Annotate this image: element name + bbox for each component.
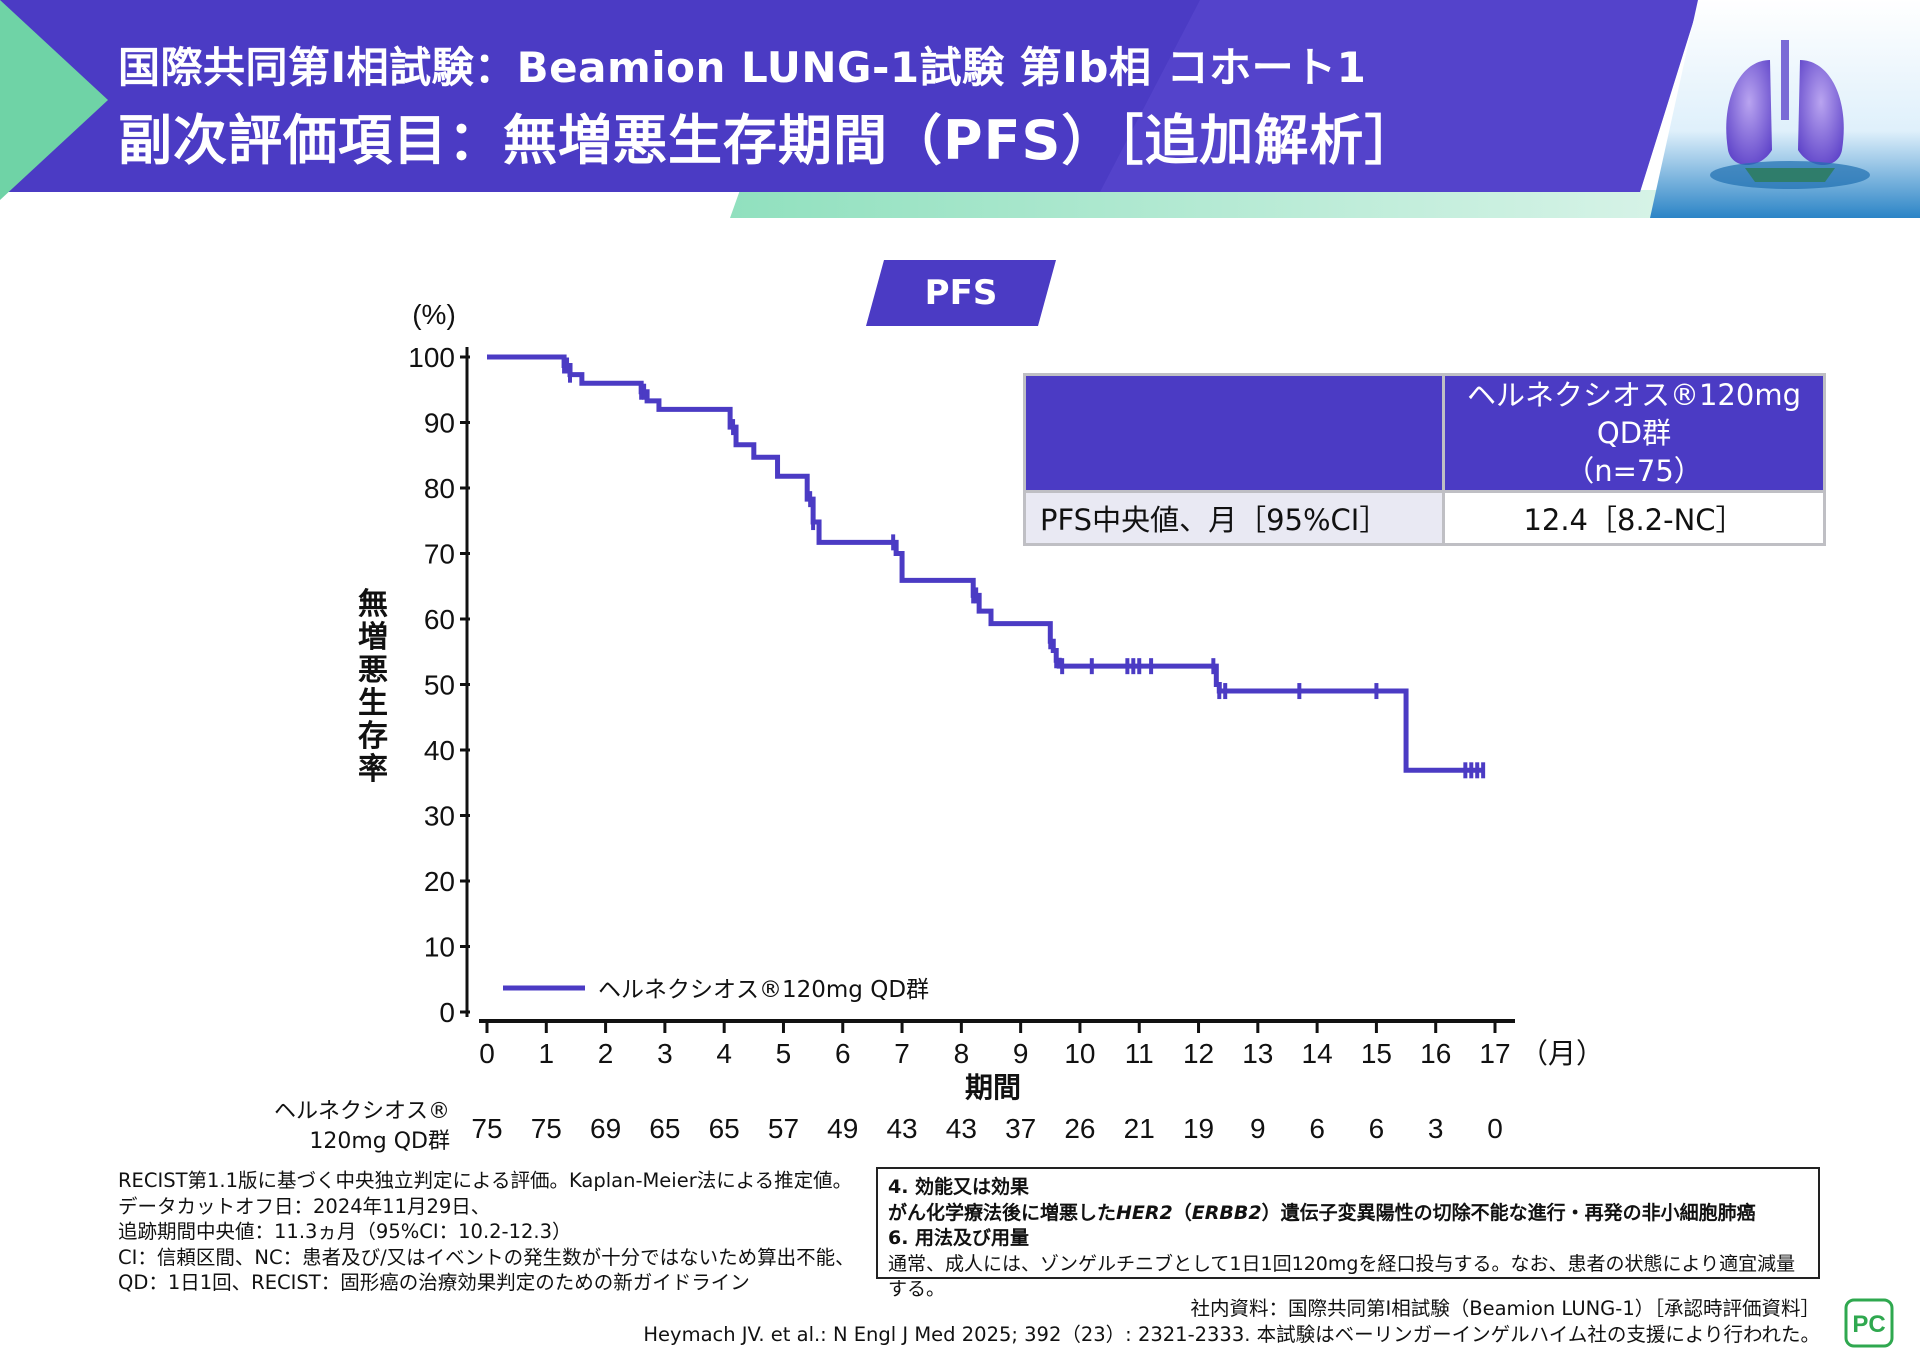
y-axis-title-char: 増 — [358, 620, 388, 655]
x-tick-label: 17 — [1479, 1038, 1510, 1069]
legend-label: ヘルネクシオス®120mg QD群 — [598, 977, 929, 1003]
indication-text-1-pre: がん化学療法後に増悪した — [888, 1201, 1117, 1224]
x-tick-label: 3 — [657, 1038, 673, 1069]
x-tick-label: 16 — [1420, 1038, 1451, 1069]
risk-count: 21 — [1124, 1113, 1155, 1144]
x-tick-label: 13 — [1242, 1038, 1273, 1069]
header-band — [0, 0, 1920, 218]
x-tick-label: 0 — [479, 1038, 495, 1069]
risk-count: 3 — [1428, 1113, 1444, 1144]
indication-text-2: 通常、成人には、ゾンゲルチニブとして1日1回120mgを経口投与する。なお、患者… — [888, 1252, 1796, 1301]
legend: ヘルネクシオス®120mg QD群 — [503, 977, 929, 1003]
risk-count: 49 — [827, 1113, 858, 1144]
pc-logo-icon: PC — [1844, 1298, 1894, 1348]
risk-count: 9 — [1250, 1113, 1266, 1144]
x-tick-label: 12 — [1183, 1038, 1214, 1069]
indication-heading-2: 6. 用法及び用量 — [888, 1227, 1030, 1249]
x-tick-label: 6 — [835, 1038, 851, 1069]
y-tick-label: 30 — [424, 801, 455, 832]
x-tick-label: 9 — [1013, 1038, 1029, 1069]
x-tick-label: 8 — [954, 1038, 970, 1069]
y-tick-label: 100 — [408, 342, 455, 373]
x-unit-label: （月） — [1520, 1037, 1604, 1070]
y-axis-title-char: 存 — [358, 719, 388, 754]
risk-count: 69 — [590, 1113, 621, 1144]
risk-count: 75 — [471, 1113, 502, 1144]
x-tick-label: 11 — [1125, 1038, 1154, 1069]
x-tick-label: 10 — [1064, 1038, 1095, 1069]
risk-count: 0 — [1487, 1113, 1503, 1144]
pfs-badge-label: PFS — [924, 273, 998, 313]
x-tick-label: 4 — [716, 1038, 732, 1069]
risk-count: 6 — [1369, 1113, 1385, 1144]
y-tick-label: 80 — [424, 473, 455, 504]
title-line-2: 副次評価項目：無増悪生存期間（PFS）［追加解析］ — [118, 109, 1420, 172]
footnote-line: データカットオフ日：2024年11月29日、 — [118, 1194, 491, 1218]
reference-line-1: 社内資料：国際共同第I相試験（Beamion LUNG-1）［承認時評価資料］ — [1190, 1297, 1820, 1320]
footnote-line: 追跡期間中央値：11.3ヵ月（95%CI：10.2-12.3） — [118, 1220, 572, 1243]
indication-paren: （ — [1172, 1201, 1192, 1224]
risk-count: 6 — [1309, 1113, 1325, 1144]
risk-table-label-line1: ヘルネクシオス® — [274, 1099, 450, 1124]
y-tick-label: 60 — [424, 604, 455, 635]
indication-text-1: がん化学療法後に増悪したHER2（ERBB2）遺伝子変異陽性の切除不能な進行・再… — [888, 1201, 1808, 1227]
median-table-header-empty — [1023, 373, 1445, 493]
y-axis-title-char: 無 — [358, 587, 388, 622]
footnote-line: RECIST第1.1版に基づく中央独立判定による評価。Kaplan-Meier法… — [118, 1169, 853, 1192]
y-axis-title-char: 悪 — [358, 653, 388, 688]
lung-emblem-image — [1650, 0, 1920, 218]
risk-table-label-line2: 120mg QD群 — [309, 1129, 450, 1154]
risk-count: 57 — [768, 1113, 799, 1144]
x-tick-label: 2 — [598, 1038, 614, 1069]
footnote-line: CI：信頼区間、NC：患者及び/又はイベントの発生数が十分ではないため算出不能、 — [118, 1245, 855, 1269]
x-tick-label: 5 — [776, 1038, 792, 1069]
y-tick-label: 10 — [424, 932, 455, 963]
references: 社内資料：国際共同第I相試験（Beamion LUNG-1）［承認時評価資料］ … — [643, 1296, 1820, 1348]
risk-count: 65 — [649, 1113, 680, 1144]
risk-table: ヘルネクシオス®120mg QD群 75 75 69 65 65 57 49 43 43 37 26 2… — [274, 1099, 1503, 1154]
y-tick-label: 20 — [424, 866, 455, 897]
y-tick-label: 90 — [424, 408, 455, 439]
title-line-1: 国際共同第I相試験：Beamion LUNG-1試験 第Ib相 コホート1 — [118, 43, 1367, 92]
median-table-header-line1: ヘルネクシオス®120mg QD群 — [1466, 378, 1801, 450]
risk-count: 43 — [946, 1113, 977, 1144]
x-axis: 0 1 2 3 4 5 6 7 8 9 10 11 12 13 14 15 16 17 （月）期間 — [479, 1019, 1604, 1104]
y-unit-label: (%) — [412, 299, 456, 330]
indication-box: 4. 効能又は効果 がん化学療法後に増悪したHER2（ERBB2）遺伝子変異陽性… — [876, 1167, 1820, 1300]
indication-erbb2: ERBB2 — [1191, 1201, 1262, 1224]
pfs-badge — [866, 260, 1056, 326]
risk-count: 26 — [1064, 1113, 1095, 1144]
series-layer — [487, 354, 1486, 779]
indication-text-1-post: ）遺伝子変異陽性の切除不能な進行・再発の非小細胞肺癌 — [1261, 1201, 1756, 1224]
x-tick-label: 1 — [539, 1038, 555, 1069]
x-tick-label: 7 — [894, 1038, 910, 1069]
y-axis-title-char: 率 — [358, 752, 388, 787]
reference-line-2: Heymach JV. et al.: N Engl J Med 2025; 3… — [643, 1323, 1820, 1346]
x-tick-label: 14 — [1302, 1038, 1333, 1069]
median-table-header-line2: （n=75） — [1565, 454, 1703, 488]
y-tick-label: 0 — [439, 997, 455, 1028]
median-table: ヘルネクシオス®120mg QD群 （n=75） PFS中央値、月［95%CI］… — [1023, 373, 1826, 546]
x-axis-title: 期間 — [965, 1071, 1021, 1104]
y-tick-label: 70 — [424, 539, 455, 570]
indication-heading-1: 4. 効能又は効果 — [888, 1176, 1030, 1198]
risk-count: 37 — [1005, 1113, 1036, 1144]
median-row-label: PFS中央値、月［95%CI］ — [1023, 490, 1445, 546]
footnote-line: QD：1日1回、RECIST：固形癌の治療効果判定のための新ガイドライン — [118, 1271, 750, 1294]
y-axis-title-char: 生 — [358, 686, 388, 721]
risk-count: 65 — [709, 1113, 740, 1144]
median-table-header: ヘルネクシオス®120mg QD群 （n=75） — [1442, 373, 1826, 493]
y-tick-label: 50 — [424, 670, 455, 701]
indication-her2: HER2 — [1116, 1201, 1173, 1224]
footnotes: RECIST第1.1版に基づく中央独立判定による評価。Kaplan-Meier法… — [118, 1168, 858, 1296]
median-row-value: 12.4［8.2-NC］ — [1442, 490, 1826, 546]
y-tick-label: 40 — [424, 735, 455, 766]
risk-count: 19 — [1183, 1113, 1214, 1144]
risk-count: 75 — [531, 1113, 562, 1144]
x-tick-label: 15 — [1361, 1038, 1392, 1069]
pc-logo-text: PC — [1852, 1311, 1885, 1338]
risk-count: 43 — [886, 1113, 917, 1144]
